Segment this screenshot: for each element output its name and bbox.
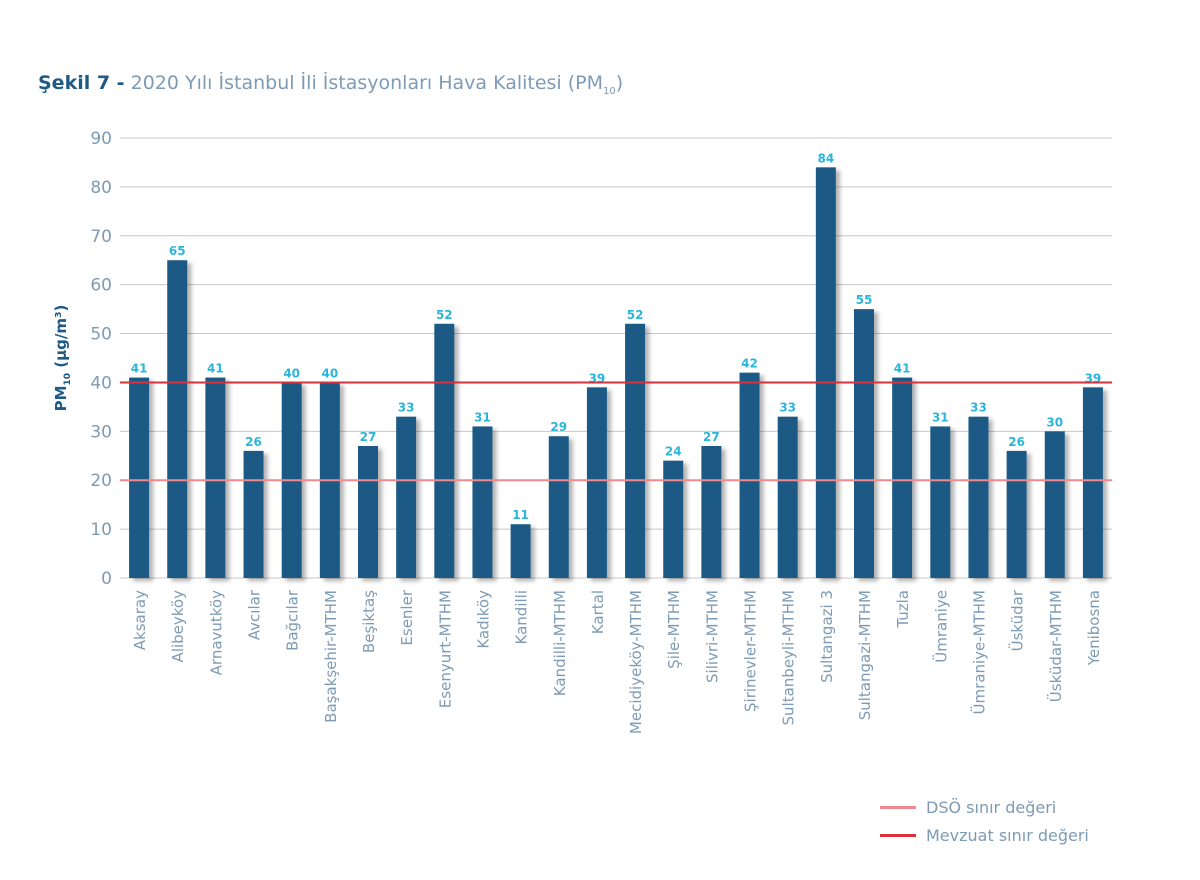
x-tick-label: Alibeyköy — [169, 590, 187, 663]
data-label: 41 — [131, 362, 148, 376]
x-tick-label: Şile-MTHM — [665, 590, 683, 669]
data-label: 31 — [932, 410, 949, 424]
y-tick-label: 60 — [90, 276, 112, 296]
data-label: 41 — [894, 362, 911, 376]
data-label: 26 — [245, 435, 262, 449]
bar — [815, 167, 836, 579]
x-tick-label: Kandilli — [513, 590, 531, 644]
bar — [930, 426, 951, 578]
x-tick-label: Sultanbeyli-MTHM — [780, 590, 798, 725]
data-label: 30 — [1046, 415, 1063, 429]
x-tick-label: Bağcılar — [284, 589, 302, 651]
y-tick-label: 40 — [90, 373, 112, 393]
y-tick-label: 30 — [90, 422, 112, 442]
x-tick-label: Üsküdar-MTHM — [1046, 590, 1065, 702]
x-tick-label: Esenyurt-MTHM — [436, 590, 454, 708]
bar — [625, 323, 646, 578]
x-tick-label: Esenler — [398, 589, 416, 645]
x-tick-label: Avcılar — [246, 589, 264, 640]
data-label: 84 — [817, 151, 834, 165]
x-tick-label: Tuzla — [894, 590, 912, 629]
x-tick-label: Yenibosna — [1085, 590, 1103, 666]
title-subscript: 10 — [603, 85, 616, 97]
data-label: 33 — [970, 401, 987, 415]
data-label: 27 — [360, 430, 377, 444]
data-label: 40 — [321, 366, 338, 380]
x-tick-label: Beşiktaş — [360, 590, 378, 653]
bar — [205, 377, 226, 578]
data-label: 24 — [665, 445, 682, 459]
bar — [968, 416, 989, 578]
x-tick-label: Sultangazi 3 — [818, 590, 836, 683]
bar — [854, 309, 874, 578]
bar — [701, 446, 722, 578]
x-tick-label: Ümraniye-MTHM — [969, 590, 988, 714]
chart-title: Şekil 7 - 2020 Yılı İstanbul İli İstasyo… — [38, 72, 623, 97]
legend-swatch-mevzuat — [880, 834, 916, 837]
x-tick-label: Kandilli-MTHM — [551, 590, 569, 696]
data-label: 41 — [207, 362, 224, 376]
x-tick-label: Aksaray — [131, 590, 149, 650]
y-tick-label: 90 — [90, 129, 112, 149]
x-tick-label: Kadıköy — [474, 590, 492, 649]
bar — [167, 260, 188, 578]
bar — [548, 436, 569, 578]
x-tick-label: Ümraniye — [931, 590, 950, 663]
data-label: 52 — [436, 308, 453, 322]
x-tick-label: Silivri-MTHM — [703, 590, 721, 683]
y-tick-label: 20 — [90, 471, 112, 491]
bar — [586, 387, 607, 578]
x-tick-label: Sultangazi-MTHM — [856, 590, 874, 720]
legend-item-mevzuat: Mevzuat sınır değeri — [880, 826, 1089, 845]
bar — [1006, 450, 1027, 578]
data-label: 42 — [741, 357, 758, 371]
bar — [1044, 431, 1065, 578]
data-label: 52 — [627, 308, 644, 322]
bar — [510, 524, 531, 578]
y-tick-label: 70 — [90, 227, 112, 247]
x-tick-label: Üsküdar — [1008, 589, 1027, 651]
data-label: 26 — [1008, 435, 1025, 449]
bar — [663, 460, 684, 578]
y-tick-label: 50 — [90, 325, 112, 345]
bar — [358, 446, 378, 578]
data-label: 11 — [512, 508, 529, 522]
bar — [892, 377, 913, 578]
y-axis-label: PM10 (µg/m³) — [52, 305, 73, 412]
bar — [434, 323, 455, 578]
x-tick-label: Başakşehir-MTHM — [322, 590, 340, 723]
bar — [472, 426, 493, 578]
x-tick-label: Kartal — [589, 590, 607, 634]
data-label: 31 — [474, 410, 491, 424]
legend-swatch-dso — [880, 806, 916, 809]
bar — [396, 416, 417, 578]
data-label: 55 — [856, 293, 873, 307]
bar — [1082, 387, 1103, 578]
data-label: 29 — [550, 420, 567, 434]
data-label: 65 — [169, 244, 186, 258]
data-label: 33 — [398, 401, 415, 415]
y-tick-label: 80 — [90, 178, 112, 198]
legend-label-dso: DSÖ sınır değeri — [926, 798, 1057, 817]
bar — [777, 416, 798, 578]
data-label: 33 — [779, 401, 796, 415]
y-tick-label: 10 — [90, 520, 112, 540]
legend-label-mevzuat: Mevzuat sınır değeri — [926, 826, 1089, 845]
figure-number: Şekil 7 - — [38, 72, 125, 94]
bar — [129, 377, 150, 578]
data-label: 40 — [283, 366, 300, 380]
legend-item-dso: DSÖ sınır değeri — [880, 798, 1056, 817]
bar — [739, 372, 760, 578]
x-tick-label: Arnavutköy — [207, 590, 225, 675]
x-tick-label: Şirinevler-MTHM — [742, 590, 760, 712]
data-label: 27 — [703, 430, 720, 444]
y-tick-label: 0 — [101, 569, 112, 589]
title-end: ) — [615, 72, 624, 94]
bar — [243, 450, 264, 578]
x-tick-label: Mecidiyeköy-MTHM — [627, 590, 645, 734]
title-text: 2020 Yılı İstanbul İli İstasyonları Hava… — [130, 72, 604, 94]
